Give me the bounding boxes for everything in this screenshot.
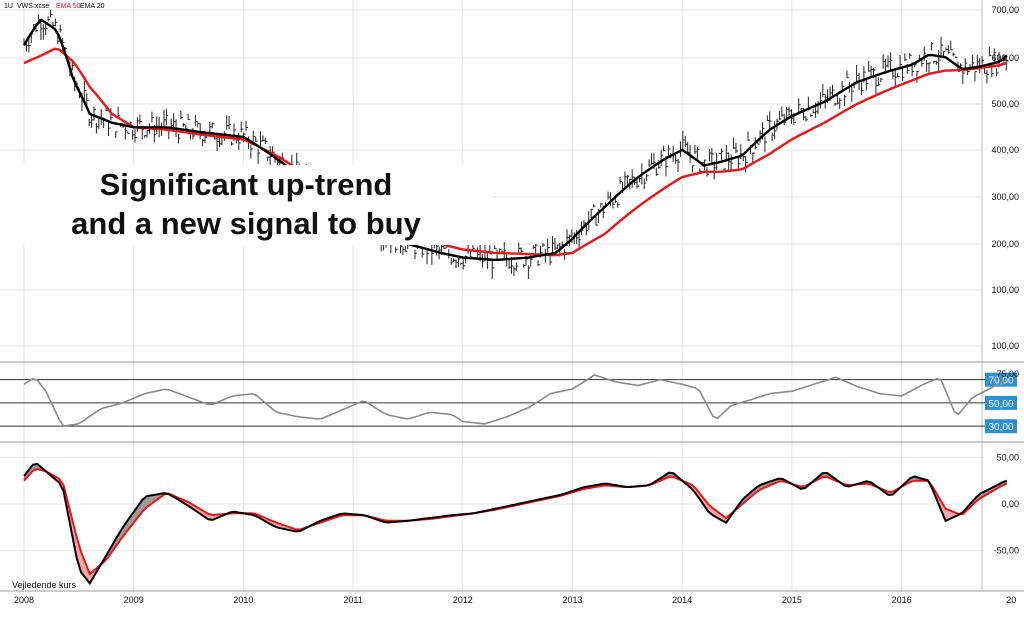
price-y-tick-label: 500,00 [991,99,1019,109]
headline-line-1: Significant up-trend [99,167,393,202]
oscillator-fill [151,494,156,504]
price-y-tick-label: 100,00 [991,341,1019,351]
x-tick-label: 2011 [343,595,362,605]
ema50-line [23,47,1008,257]
x-tick-label: 2012 [453,595,473,605]
rsi-top-tick-label: 75,00 [996,369,1019,379]
oscillator-fill [76,537,82,573]
price-y-tick-label: 600,00 [991,53,1019,63]
headline-box: Significant up-trend and a new signal to… [0,165,492,245]
oscillator-panel [23,462,1008,586]
osc-y-tick-label: 50,00 [996,452,1019,462]
rsi-level-badge [985,372,1017,387]
oscillator-fill [945,508,950,521]
interval-label: 1U [4,3,13,10]
source-label: Vejledende kurs [12,580,77,590]
osc-y-tick-label: -50,00 [993,546,1019,556]
rsi-level-label: 70,00 [988,376,1013,387]
rsi-line [23,374,1008,427]
symbol-label: VWS:xcse [17,3,50,10]
x-tick-label: 2013 [562,595,582,605]
x-tick-label: 2010 [233,595,253,605]
x-tick-label: 2015 [782,595,802,605]
price-y-tick-label: 300,00 [991,192,1019,202]
price-ema-lines [22,18,1008,261]
x-tick-label: 20 [1006,595,1016,605]
oscillator-fill [81,551,86,578]
oscillator-fill [120,524,125,540]
price-y-tick-label: 700,00 [991,5,1019,15]
rsi-panel: 70,00 50,00 30,00 [0,372,1017,434]
oscillator-slow-line [23,468,1008,576]
axis-labels: 2008 2009 2010 2011 2012 2013 2014 2015 2016 20 70… [14,5,1019,605]
rsi-level-label: 50,00 [988,399,1013,410]
ema20-line [22,18,1008,261]
osc-y-tick-label: 0,00 [1001,499,1019,509]
oscillator-fill [129,511,134,529]
rsi-level-label: 30,00 [988,422,1013,433]
legend-ema20: EMA 20 [80,3,105,10]
x-tick-label: 2009 [124,595,144,605]
legend-ema50: EMA 50 [56,3,81,10]
rsi-level-badge [985,395,1017,410]
x-tick-label: 2014 [672,595,692,605]
oscillator-fill [124,518,130,534]
rsi-level-badge [985,419,1017,434]
price-y-tick-label: 100,00 [991,285,1019,295]
price-y-tick-label: 400,00 [991,145,1019,155]
oscillator-fast-line [23,462,1008,586]
x-tick-label: 2016 [892,595,912,605]
price-y-tick-label: 200,00 [991,239,1019,249]
headline-line-2: and a new signal to buy [71,206,421,241]
x-tick-label: 2008 [14,595,34,605]
